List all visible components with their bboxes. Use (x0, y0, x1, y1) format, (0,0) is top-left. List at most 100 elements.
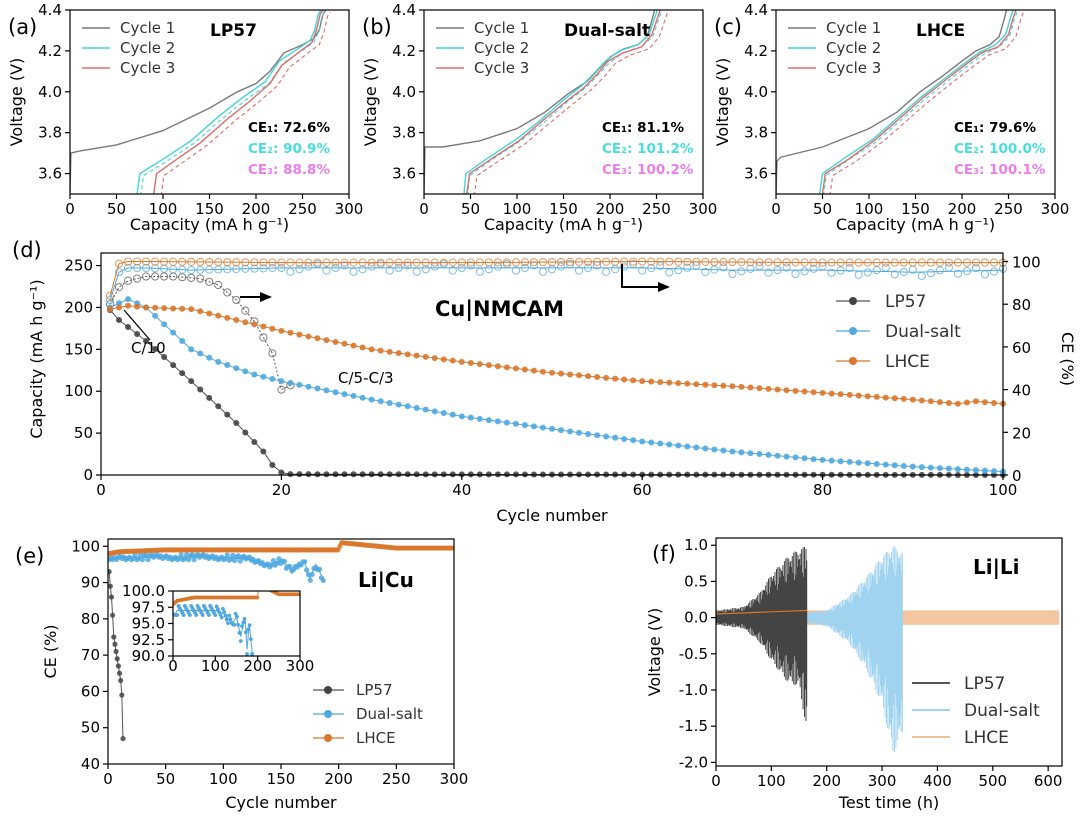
ce-point-Dual-salt (331, 263, 340, 273)
ce-point-Dual-salt (305, 571, 312, 578)
ce-point-LHCE (836, 258, 845, 267)
inset-series (173, 591, 300, 656)
voltage-curve-3 (153, 10, 324, 194)
chart-panel-d: 0 20 40 60 80 100050100150200250020406080100C… (12, 238, 1077, 525)
capacity-point-LHCE (521, 366, 528, 373)
ce-point-Dual-salt (809, 264, 818, 273)
ce-point-Dual-salt (421, 265, 430, 274)
capacity-point-Dual-salt (828, 457, 835, 464)
ce-point-LP57 (113, 648, 119, 655)
inset-point-Dual-salt (233, 611, 238, 616)
legend-marker (324, 710, 332, 718)
ce-point-Dual-salt (132, 263, 142, 273)
ce-point-LHCE (484, 258, 493, 267)
capacity-point-LP57 (476, 471, 483, 478)
capacity-point-LP57 (332, 471, 339, 478)
legend-label: Cycle 2 (120, 39, 175, 57)
ce-point-Dual-salt (773, 265, 782, 275)
ce-point-Dual-salt (944, 263, 953, 272)
legend-label: Dual-salt (356, 705, 423, 723)
x-tick-label: 100 (209, 770, 238, 788)
capacity-point-Dual-salt (233, 365, 240, 372)
capacity-point-LHCE (116, 304, 123, 311)
ce-point-LHCE (809, 258, 818, 267)
ce-label: CE₂: 90.9% (248, 141, 330, 157)
capacity-point-LHCE (810, 389, 817, 396)
capacity-point-Dual-salt (269, 375, 276, 382)
panel-label: (f) (652, 542, 676, 566)
capacity-point-Dual-salt (702, 445, 709, 452)
capacity-point-LP57 (404, 471, 411, 478)
capacity-point-Dual-salt (467, 414, 474, 421)
inset-point-Dual-salt (213, 613, 218, 617)
x-tick-label: 200 (324, 770, 353, 788)
inset-point-Dual-salt (175, 613, 180, 617)
capacity-point-Dual-salt (711, 446, 718, 453)
ce-point-LHCE (475, 258, 484, 267)
x-tick-label: 0 (771, 200, 781, 218)
capacity-point-Dual-salt (936, 465, 943, 472)
ce-point-LHCE (349, 258, 358, 267)
y-tick-label: 100 (71, 537, 100, 555)
ce-point-LP57 (214, 280, 223, 290)
capacity-point-LHCE (702, 381, 709, 388)
ce-point-LHCE (962, 258, 972, 267)
panel-label: (c) (714, 15, 742, 39)
ce-point-LHCE (953, 258, 963, 267)
x-tick-label: 250 (382, 770, 411, 788)
capacity-point-Dual-salt (413, 404, 420, 411)
ce-point-Dual-salt (302, 559, 308, 565)
ce-point-Dual-salt (791, 269, 800, 279)
ce-point-Dual-salt (881, 263, 890, 272)
capacity-point-Dual-salt (738, 449, 745, 456)
capacity-point-LHCE (215, 312, 222, 319)
capacity-point-LP57 (305, 471, 312, 478)
inset-point-Dual-salt (181, 613, 186, 617)
capacity-point-LP57 (242, 429, 249, 436)
series-group (776, 10, 1024, 194)
ce-point-LHCE (538, 258, 548, 267)
capacity-point-Dual-salt (864, 460, 871, 467)
ce-point-Dual-salt (647, 264, 656, 273)
capacity-point-Dual-salt (927, 464, 934, 471)
x-tick-label: 20 (272, 481, 291, 499)
overlay-line (716, 609, 808, 615)
y-tick-label: 3.8 (38, 124, 62, 142)
ce-label: CE₂: 101.2% (602, 141, 694, 157)
capacity-point-Dual-salt (720, 447, 727, 454)
capacity-point-Dual-salt (332, 389, 339, 396)
capacity-point-LP57 (314, 471, 321, 478)
series-group (716, 546, 1060, 752)
capacity-point-LHCE (494, 363, 501, 370)
capacity-point-LHCE (954, 400, 961, 407)
inset-point-Dual-salt (242, 617, 247, 621)
ce-point-Dual-salt (316, 566, 323, 572)
capacity-point-LHCE (269, 325, 276, 332)
capacity-point-LHCE (945, 399, 952, 406)
ce-point-Dual-salt (899, 267, 908, 277)
y-tick-label: 40 (81, 755, 100, 773)
ce-point-Dual-salt (457, 263, 466, 273)
x-tick-label: 50 (107, 200, 126, 218)
capacity-point-Dual-salt (693, 444, 700, 451)
ce-point-LP57 (132, 274, 142, 283)
capacity-point-LHCE (422, 353, 429, 360)
voltage-curve-2 (136, 10, 322, 194)
capacity-point-LP57 (251, 439, 258, 446)
x-tick-label: 100 (989, 481, 1018, 499)
y-tick-label: 95.0 (132, 615, 165, 633)
capacity-point-Dual-salt (224, 362, 231, 369)
panel-label: (b) (362, 15, 392, 39)
x-tick-label: 50 (156, 770, 175, 788)
capacity-point-Dual-salt (972, 467, 979, 474)
ce-point-LHCE (123, 257, 133, 266)
ce-point-LHCE (746, 258, 755, 267)
ce-point-Dual-salt (583, 263, 593, 273)
capacity-point-LHCE (413, 352, 420, 359)
legend-label: Cycle 2 (826, 39, 881, 57)
capacity-point-Dual-salt (359, 394, 366, 401)
ce-point-LHCE (800, 258, 809, 267)
ce-point-Dual-salt (287, 564, 293, 570)
capacity-point-LP57 (215, 403, 222, 410)
capacity-point-LHCE (224, 314, 231, 321)
